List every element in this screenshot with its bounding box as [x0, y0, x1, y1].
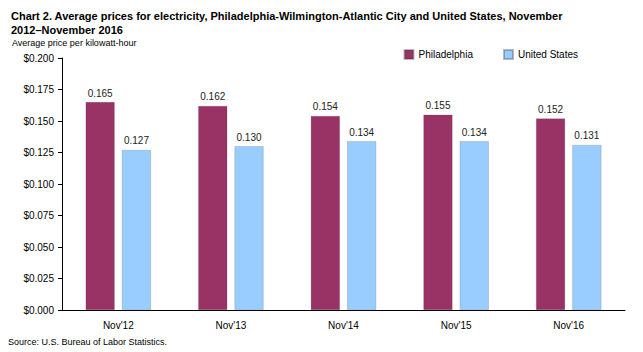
- svg-text:0.134: 0.134: [349, 127, 374, 138]
- svg-text:$0.075: $0.075: [23, 210, 54, 221]
- svg-text:0.154: 0.154: [313, 101, 338, 112]
- svg-text:$0.050: $0.050: [23, 242, 54, 253]
- svg-text:0.162: 0.162: [200, 91, 225, 102]
- svg-text:$0.025: $0.025: [23, 273, 54, 284]
- svg-text:$0.175: $0.175: [23, 84, 54, 95]
- svg-text:$0.125: $0.125: [23, 147, 54, 158]
- svg-text:United States: United States: [518, 49, 578, 60]
- svg-text:$0.100: $0.100: [23, 179, 54, 190]
- svg-text:2012–November 2016: 2012–November 2016: [11, 24, 123, 36]
- svg-text:$0.150: $0.150: [23, 116, 54, 127]
- svg-text:Nov'16: Nov'16: [553, 320, 584, 331]
- svg-text:Nov'15: Nov'15: [441, 320, 472, 331]
- svg-text:$0.200: $0.200: [23, 53, 54, 64]
- svg-text:Nov'12: Nov'12: [103, 320, 134, 331]
- svg-text:$0.000: $0.000: [23, 305, 54, 316]
- svg-text:0.155: 0.155: [425, 100, 450, 111]
- svg-text:Philadelphia: Philadelphia: [418, 49, 473, 60]
- svg-text:Chart 2. Average prices for el: Chart 2. Average prices for electricity,…: [11, 10, 566, 22]
- svg-text:Source: U.S. Bureau of Labor S: Source: U.S. Bureau of Labor Statistics.: [8, 337, 167, 347]
- svg-text:0.134: 0.134: [462, 127, 487, 138]
- svg-text:Nov'14: Nov'14: [328, 320, 359, 331]
- svg-text:0.152: 0.152: [538, 104, 563, 115]
- svg-text:Nov'13: Nov'13: [215, 320, 246, 331]
- svg-text:Average price per kilowatt-hou: Average price per kilowatt-hour: [12, 38, 136, 48]
- svg-text:0.130: 0.130: [237, 132, 262, 143]
- svg-text:0.131: 0.131: [574, 130, 599, 141]
- svg-text:0.165: 0.165: [88, 88, 113, 99]
- svg-text:0.127: 0.127: [124, 135, 149, 146]
